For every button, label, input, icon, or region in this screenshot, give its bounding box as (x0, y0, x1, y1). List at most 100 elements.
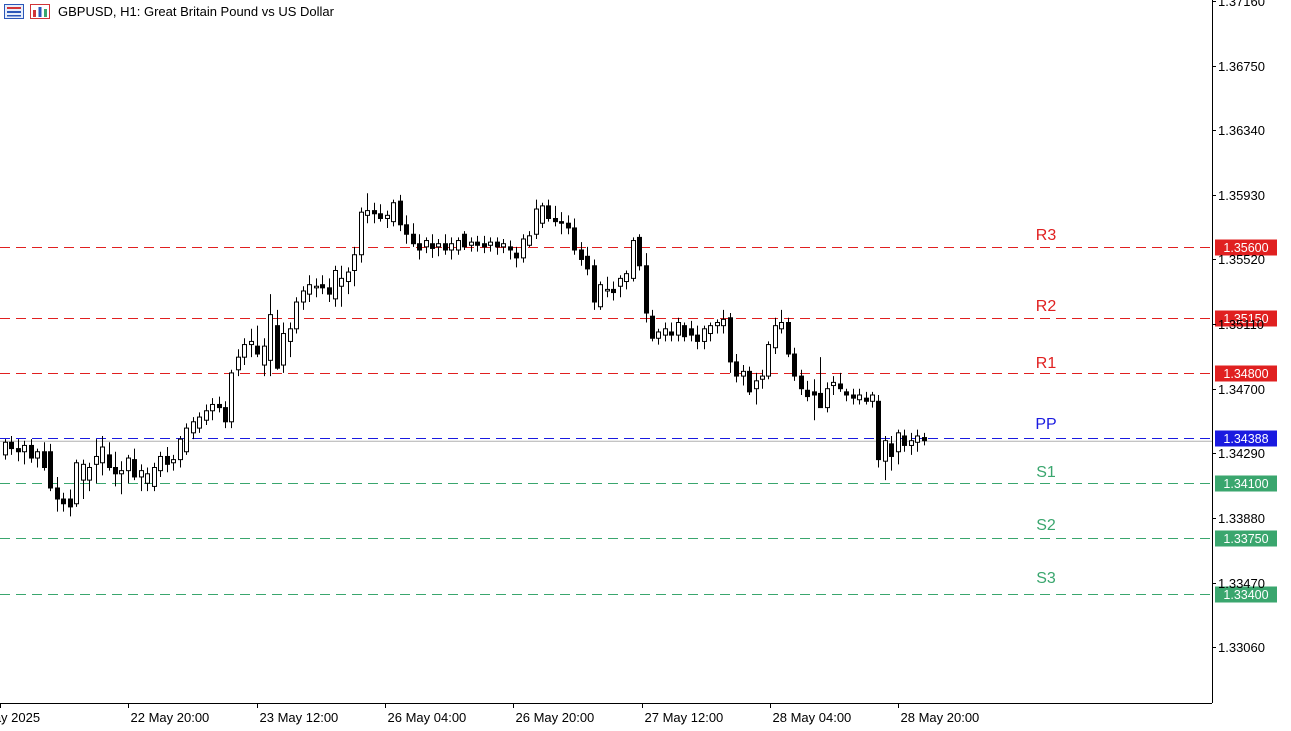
price-tag-r2 (1215, 310, 1277, 327)
candle (734, 354, 739, 383)
candle-body-bull (540, 205, 545, 224)
candle-body-bull (301, 290, 306, 303)
candle-body-bear (786, 322, 791, 355)
pivot-label-r1: R1 (1036, 355, 1057, 372)
candle-body-bear (255, 345, 260, 355)
candle (779, 309, 784, 334)
candle (876, 395, 881, 468)
candle (637, 234, 642, 271)
price-tick-label: 1.33880 (1218, 511, 1265, 526)
candle-body-bull (145, 473, 150, 484)
candle (378, 204, 383, 222)
candle (29, 439, 34, 463)
candle-body-bear (650, 315, 655, 339)
candle-body-bear (42, 451, 47, 468)
candle-body-bull (831, 381, 836, 387)
list-icon[interactable] (4, 3, 24, 19)
candle (896, 429, 901, 465)
candle (145, 467, 150, 492)
price-tag-s3 (1215, 586, 1277, 603)
candle-body-bear (411, 233, 416, 245)
price-tick-label: 1.35110 (1218, 317, 1264, 332)
candle (385, 210, 390, 228)
candle (676, 317, 681, 342)
price-tag-text-r3: 1.35600 (1223, 241, 1268, 255)
candle-body-bull (281, 333, 286, 366)
candle (501, 238, 506, 254)
candle (851, 388, 856, 405)
candle (223, 401, 228, 429)
candle (754, 372, 759, 405)
candle (294, 297, 299, 334)
candle (55, 476, 60, 512)
candle (469, 237, 474, 252)
candle (107, 442, 112, 471)
candle-body-bear (546, 205, 551, 219)
candle-body-bull (456, 240, 461, 251)
candle (475, 235, 480, 252)
candle-body-bear (508, 246, 513, 251)
candle-body-bear (16, 448, 21, 453)
candle-body-bear (792, 353, 797, 377)
price-tag-s1 (1215, 475, 1277, 492)
chart-title: GBPUSD, H1: Great Britain Pound vs US Do… (58, 3, 334, 19)
candle (158, 451, 163, 477)
candle-body-bear (475, 241, 480, 246)
candle-body-bear (165, 455, 170, 465)
candle-body-bull (424, 240, 429, 248)
candle-body-bear (132, 459, 137, 478)
candle (618, 275, 623, 298)
candle (262, 338, 267, 377)
candle (572, 218, 577, 255)
candle (702, 325, 707, 350)
candle-body-bull (3, 441, 8, 456)
candle (449, 237, 454, 260)
candle-body-bull (766, 344, 771, 377)
price-tick-label: 1.33470 (1218, 576, 1265, 591)
candle (48, 443, 53, 492)
candle (436, 238, 441, 257)
candle-body-bull (210, 403, 215, 412)
candle-body-bull (365, 210, 370, 216)
candle-body-bull (779, 322, 784, 330)
candle-body-bull (527, 235, 532, 246)
candle-body-bear (223, 407, 228, 423)
candle-body-bear (68, 498, 73, 508)
candle (139, 464, 144, 492)
price-tag-text-s1: 1.34100 (1223, 477, 1268, 491)
candle-body-bull (184, 427, 189, 453)
candle-body-bear (327, 287, 332, 295)
candle (812, 379, 817, 421)
chart-bars-icon[interactable] (30, 3, 50, 19)
candle-body-bull (171, 459, 176, 464)
time-tick-label: 28 May 20:00 (901, 710, 980, 725)
candle (275, 309, 280, 370)
candle-body-bull (915, 435, 920, 443)
candle-body-bull (152, 466, 157, 487)
candle-body-bull (191, 421, 196, 434)
candle (857, 388, 862, 405)
candle-body-bull (139, 470, 144, 478)
candle (546, 199, 551, 222)
price-tag-pp (1215, 430, 1277, 447)
candle-body-bear (378, 213, 383, 219)
candle (268, 294, 273, 377)
candle (741, 365, 746, 386)
candle (398, 194, 403, 232)
candle (61, 492, 66, 512)
candle (553, 205, 558, 227)
candle-body-bear (430, 243, 435, 249)
candle-body-bull (288, 328, 293, 342)
candle (669, 322, 674, 342)
candle-body-bull (178, 438, 183, 461)
candle-body-bear (889, 443, 894, 457)
candle (805, 380, 810, 402)
candle-body-bull (676, 322, 681, 336)
candle-body-bull (294, 301, 299, 330)
candle-body-bear (217, 403, 222, 409)
candle-body-bull (598, 284, 603, 308)
candle (534, 199, 539, 239)
candle-body-bull (333, 269, 338, 300)
